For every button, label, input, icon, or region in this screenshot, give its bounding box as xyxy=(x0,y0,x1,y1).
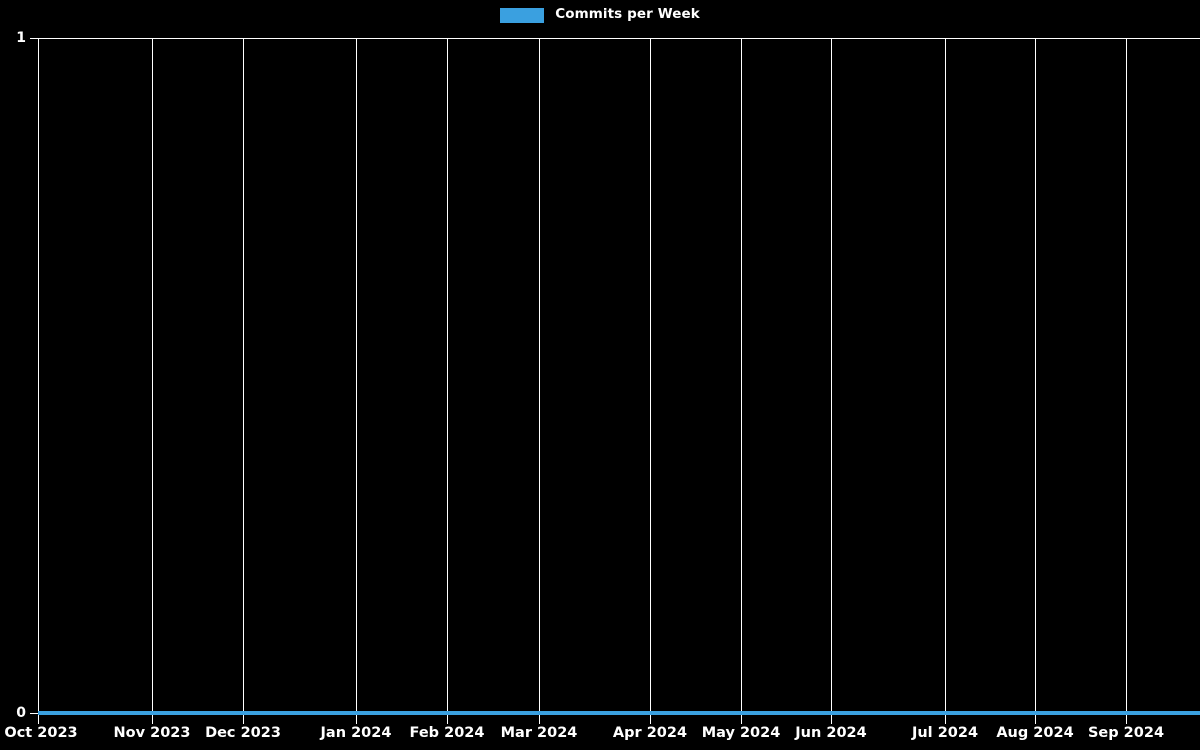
gridline-vertical xyxy=(831,38,832,724)
gridline-vertical xyxy=(650,38,651,724)
x-axis-tick-label: Jan 2024 xyxy=(320,725,392,741)
y-axis-tick-label-0: 0 xyxy=(16,705,26,721)
x-axis-tick-label: Feb 2024 xyxy=(409,725,485,741)
gridline-vertical xyxy=(243,38,244,724)
x-axis-tick-label: Mar 2024 xyxy=(500,725,578,741)
x-axis-tick-label: Aug 2024 xyxy=(996,725,1074,741)
gridline-vertical xyxy=(945,38,946,724)
gridline-vertical xyxy=(38,38,39,724)
gridline-vertical xyxy=(447,38,448,724)
series-line-commits-per-week xyxy=(38,711,1200,715)
x-axis-tick-label: Nov 2023 xyxy=(113,725,191,741)
plot-area xyxy=(38,38,1200,724)
y-axis-tick-mark-0 xyxy=(30,713,38,714)
gridline-vertical xyxy=(152,38,153,724)
legend-swatch-icon xyxy=(500,7,545,23)
gridline-vertical xyxy=(1126,38,1127,724)
legend-item-commits-per-week[interactable]: Commits per Week xyxy=(500,6,700,23)
y-axis-tick-mark-1 xyxy=(30,38,38,39)
x-axis-tick-label: Jun 2024 xyxy=(795,725,867,741)
x-axis-tick-label: Apr 2024 xyxy=(612,725,688,741)
gridline-vertical xyxy=(1035,38,1036,724)
gridline-vertical xyxy=(539,38,540,724)
x-axis-tick-label: Oct 2023 xyxy=(4,725,78,741)
y-axis-tick-label-1: 1 xyxy=(16,30,26,46)
chart-legend: Commits per Week xyxy=(0,0,1200,30)
x-axis-tick-label: Jul 2024 xyxy=(911,725,979,741)
x-axis-tick-label: May 2024 xyxy=(701,725,781,741)
gridline-vertical xyxy=(741,38,742,724)
legend-label: Commits per Week xyxy=(555,6,700,23)
gridline-horizontal-top xyxy=(38,38,1200,39)
gridline-vertical xyxy=(356,38,357,724)
x-axis-tick-label: Dec 2023 xyxy=(205,725,281,741)
x-axis-tick-label: Sep 2024 xyxy=(1087,725,1165,741)
